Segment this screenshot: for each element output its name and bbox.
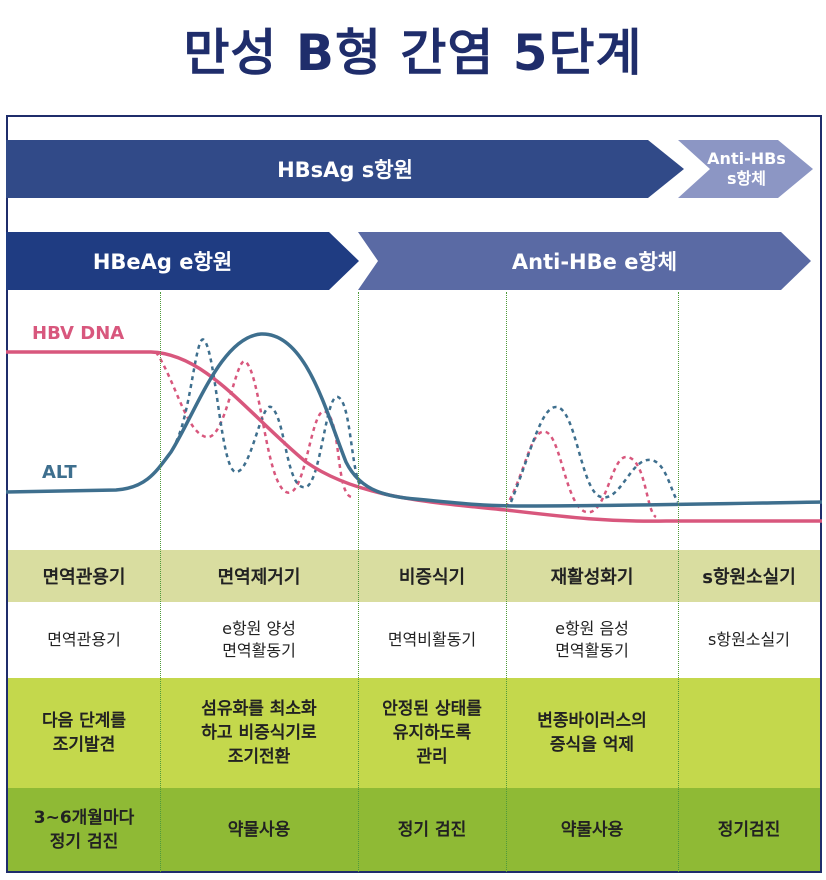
anti-hbe-label: Anti-HBe e항체 bbox=[511, 250, 678, 274]
goal-row: 다음 단계를 조기발견 섬유화를 최소화 하고 비증식기로 조기전환 안정된 상… bbox=[8, 678, 820, 788]
hbv-dna-line bbox=[6, 350, 822, 523]
goal-cell: 섬유화를 최소화 하고 비증식기로 조기전환 bbox=[201, 699, 317, 767]
phase-row: 면역관용기 면역제거기 비증식기 재활성화기 s항원소실기 bbox=[8, 550, 820, 602]
phase-cell: 면역제거기 bbox=[217, 567, 301, 588]
alt-label: ALT bbox=[42, 462, 77, 483]
alt-line bbox=[6, 332, 822, 508]
hbeag-banner: HBeAg e항원 bbox=[6, 232, 359, 290]
action-row: 3~6개월마다 정기 검진 약물사용 정기 검진 약물사용 정기검진 bbox=[8, 788, 820, 871]
description-cell: s항원소실기 bbox=[708, 630, 790, 649]
action-cell: 정기검진 bbox=[717, 819, 781, 840]
description-cell: e항원 음성 면역활동기 bbox=[555, 619, 629, 660]
phase-cell: 재활성화기 bbox=[550, 567, 634, 588]
goal-cell: 변종바이러스의 증식을 억제 bbox=[537, 711, 647, 755]
phase-cell: 비증식기 bbox=[398, 567, 466, 588]
phase-divider bbox=[160, 292, 161, 872]
description-row: 면역관용기 e항원 양성 면역활동기 면역비활동기 e항원 음성 면역활동기 s… bbox=[8, 602, 820, 678]
hbv-dna-label: HBV DNA bbox=[32, 323, 125, 344]
goal-cell bbox=[678, 678, 820, 788]
description-cell: 면역비활동기 bbox=[387, 630, 477, 649]
page-title: 만성 B형 간염 5단계 bbox=[183, 24, 643, 82]
curve-chart bbox=[6, 332, 822, 523]
alt-flare-2 bbox=[509, 405, 680, 503]
phase-divider bbox=[506, 292, 507, 872]
phase-divider bbox=[358, 292, 359, 872]
goal-cell: 다음 단계를 조기발견 bbox=[41, 711, 127, 755]
goal-cell: 안정된 상태를 유지하도록 관리 bbox=[382, 699, 482, 767]
diagram-frame bbox=[6, 115, 822, 873]
phase-cell: 면역관용기 bbox=[42, 567, 126, 588]
description-cell: e항원 양성 면역활동기 bbox=[222, 619, 296, 660]
anti-hbe-banner: Anti-HBe e항체 bbox=[358, 232, 811, 290]
hbsag-label: HBsAg s항원 bbox=[277, 158, 413, 182]
phase-cell: s항원소실기 bbox=[702, 567, 796, 588]
alt-flare-1 bbox=[174, 338, 363, 489]
action-cell: 3~6개월마다 정기 검진 bbox=[33, 807, 135, 852]
anti-hbs-label-line2: s항체 bbox=[727, 169, 766, 188]
action-cell: 정기 검진 bbox=[397, 819, 467, 840]
phase-divider bbox=[678, 292, 679, 872]
action-cell: 약물사용 bbox=[227, 819, 291, 840]
action-cell: 약물사용 bbox=[560, 819, 624, 840]
anti-hbs-label-line1: Anti-HBs bbox=[707, 149, 786, 168]
hbeag-label: HBeAg e항원 bbox=[92, 250, 233, 274]
description-cell: 면역관용기 bbox=[47, 630, 121, 649]
hbsag-banner: HBsAg s항원 bbox=[6, 140, 684, 198]
